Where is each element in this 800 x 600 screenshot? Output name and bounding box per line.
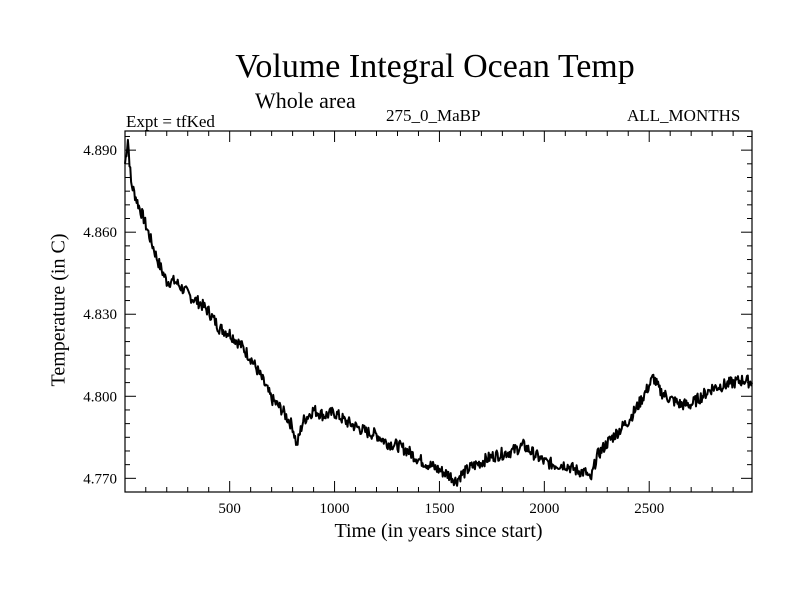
experiment-label: Expt = tfKed	[126, 112, 215, 131]
run-label: 275_0_MaBP	[386, 106, 481, 125]
x-axis-label: Time (in years since start)	[334, 520, 543, 542]
y-tick-label: 4.860	[83, 225, 117, 241]
y-tick-label: 4.830	[83, 307, 117, 323]
chart-subtitle: Whole area	[255, 88, 356, 113]
y-tick-label: 4.890	[83, 143, 117, 159]
x-tick-label: 500	[218, 501, 241, 517]
x-tick-label: 2500	[634, 501, 664, 517]
y-tick-label: 4.800	[83, 389, 117, 405]
x-tick-label: 2000	[529, 501, 559, 517]
x-tick-label: 1000	[320, 501, 350, 517]
series-line	[124, 138, 753, 487]
plot-content: 500 1000 1500 2000 2500 4.770 4.800 4.830 4.860 4…	[83, 131, 753, 517]
months-label: ALL_MONTHS	[627, 106, 741, 125]
plot-frame	[124, 130, 753, 493]
chart-title: Volume Integral Ocean Temp	[235, 48, 635, 85]
y-tick-label: 4.770	[83, 471, 117, 487]
y-axis-label: Temperature (in C)	[47, 233, 70, 387]
x-tick-label: 1500	[424, 501, 454, 517]
